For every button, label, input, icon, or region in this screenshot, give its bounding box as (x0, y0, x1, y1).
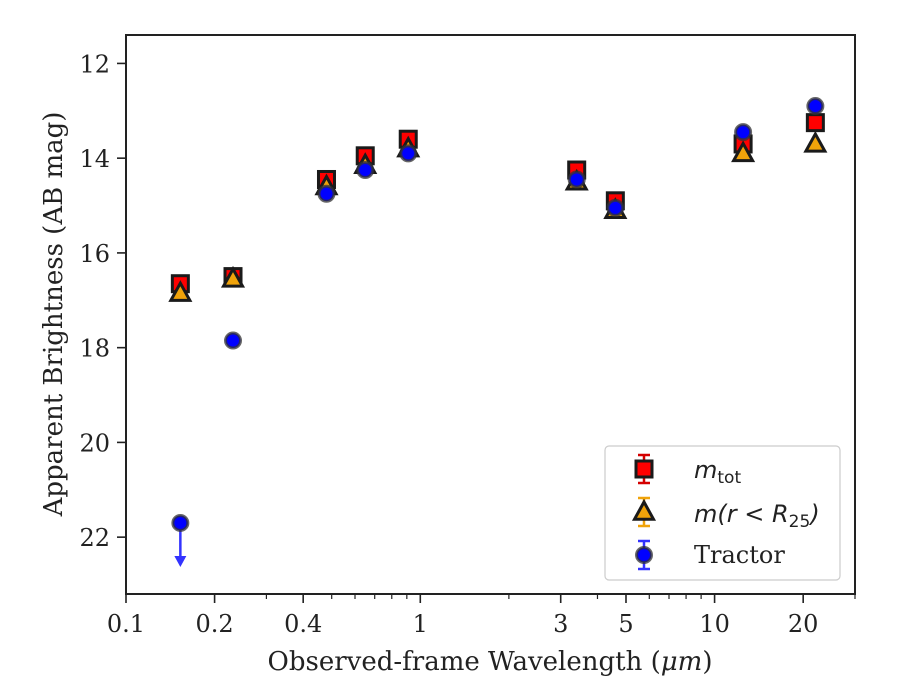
y-axis-title: Apparent Brightness (AB mag) (39, 112, 69, 518)
x-tick-label: 0.1 (107, 610, 145, 638)
data-point-series-2 (606, 198, 625, 217)
x-axis-title: Observed-frame Wavelength (μm) (268, 647, 713, 677)
plot-frame (125, 34, 856, 595)
x-tick-label: 5 (618, 610, 633, 638)
upper-limit-arrow-head (174, 555, 187, 567)
data-point-series-2 (567, 170, 586, 189)
x-tick-label: 20 (788, 610, 819, 638)
y-tick-label: 20 (79, 429, 110, 457)
legend: mtot m(r < R25) Tractor (604, 445, 841, 581)
data-point-series-1 (731, 140, 756, 163)
x-tick-label: 0.4 (284, 610, 322, 638)
legend-marker-series-2 (635, 546, 653, 564)
y-tick-label: 18 (79, 335, 110, 363)
data-point-series-2 (356, 161, 375, 180)
data-point-series-2 (224, 331, 243, 350)
y-tick-label: 22 (79, 524, 110, 552)
data-point-series-1 (168, 280, 193, 302)
data-point-series-2 (399, 144, 418, 163)
y-tick-label: 14 (79, 145, 110, 173)
x-tick-label: 0.2 (196, 610, 234, 638)
legend-label-mtot: mtot (694, 456, 741, 488)
data-point-series-1 (220, 265, 246, 288)
legend-marker-series-1 (631, 498, 657, 521)
y-tick-label: 16 (79, 240, 110, 268)
data-point-series-1 (803, 130, 828, 153)
data-point-series-2 (734, 123, 753, 142)
data-point-series-0 (805, 113, 825, 133)
x-tick-label: 1 (413, 610, 428, 638)
data-point-series-2 (317, 184, 336, 203)
x-tick-label: 10 (699, 610, 730, 638)
data-point-series-2 (806, 97, 825, 116)
y-tick-label: 12 (79, 50, 110, 78)
legend-label-m-r25: m(r < R25) (694, 500, 820, 532)
legend-box (604, 445, 841, 581)
legend-markers (631, 453, 657, 571)
legend-label-tractor: Tractor (694, 541, 785, 569)
axis-ticks: 0.1 0.2 0.4 1 3 5 10 20 12 14 16 18 20 22 (79, 50, 856, 638)
data-points (168, 97, 828, 567)
data-point-series-2 (171, 513, 190, 532)
x-tick-label: 3 (553, 610, 568, 638)
legend-marker-series-0 (634, 459, 654, 479)
